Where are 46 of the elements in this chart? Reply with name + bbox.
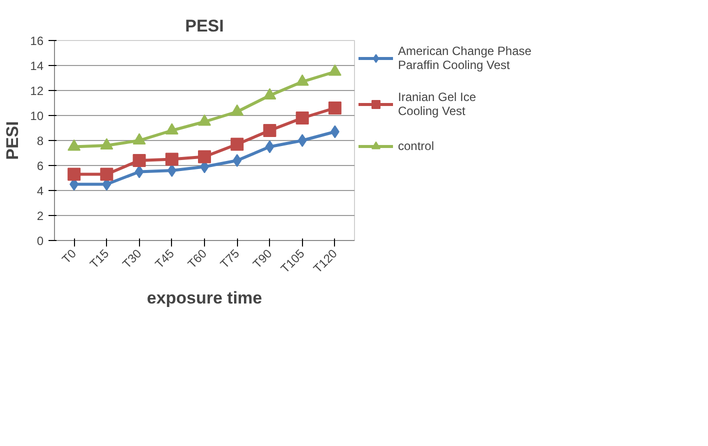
y-tick-label: 12	[30, 84, 44, 98]
x-tick-label: T75	[218, 246, 242, 272]
point	[100, 168, 114, 181]
point	[263, 88, 276, 100]
point	[68, 139, 81, 151]
x-tick-label: T0	[59, 246, 80, 266]
x-tick-label: T90	[250, 246, 275, 272]
y-tick-label: 2	[36, 209, 44, 223]
point	[100, 138, 114, 150]
y-tick-label: 14	[30, 59, 44, 73]
y-tick-label: 16	[30, 34, 44, 48]
x-axis-title: exposure time	[146, 288, 262, 308]
x-tick-label: T60	[184, 246, 210, 272]
y-tick-label: 6	[36, 159, 44, 173]
point	[230, 104, 244, 116]
point	[296, 112, 309, 124]
chart-title: PESI	[185, 16, 224, 36]
y-tick-label: 10	[30, 109, 44, 123]
point	[165, 152, 178, 166]
point	[167, 164, 176, 177]
point	[328, 102, 342, 114]
y-tick-label: 0	[36, 234, 44, 248]
legend-label: American Change Phase Paraffin Cooling Vest	[398, 44, 532, 72]
y-tick-label: 8	[36, 134, 44, 148]
legend-label: Iranian Gel Ice Cooling Vest	[398, 90, 476, 118]
point	[132, 133, 146, 144]
point	[68, 168, 81, 181]
x-tick-label: T30	[120, 246, 144, 272]
point	[265, 140, 274, 154]
point	[330, 125, 340, 138]
x-tick-label: T15	[87, 246, 112, 272]
x-tick-label: T45	[152, 246, 178, 272]
point	[298, 134, 307, 147]
point	[134, 165, 144, 178]
point	[232, 154, 242, 167]
point	[296, 74, 309, 86]
legend-label: control	[398, 139, 434, 153]
point	[328, 64, 342, 76]
point	[132, 154, 146, 167]
point	[230, 138, 244, 151]
point	[198, 150, 211, 164]
point	[165, 123, 178, 134]
y-axis-title: PESI	[3, 121, 22, 160]
point	[198, 114, 211, 126]
point	[263, 124, 276, 137]
y-tick-label: 4	[36, 184, 44, 198]
